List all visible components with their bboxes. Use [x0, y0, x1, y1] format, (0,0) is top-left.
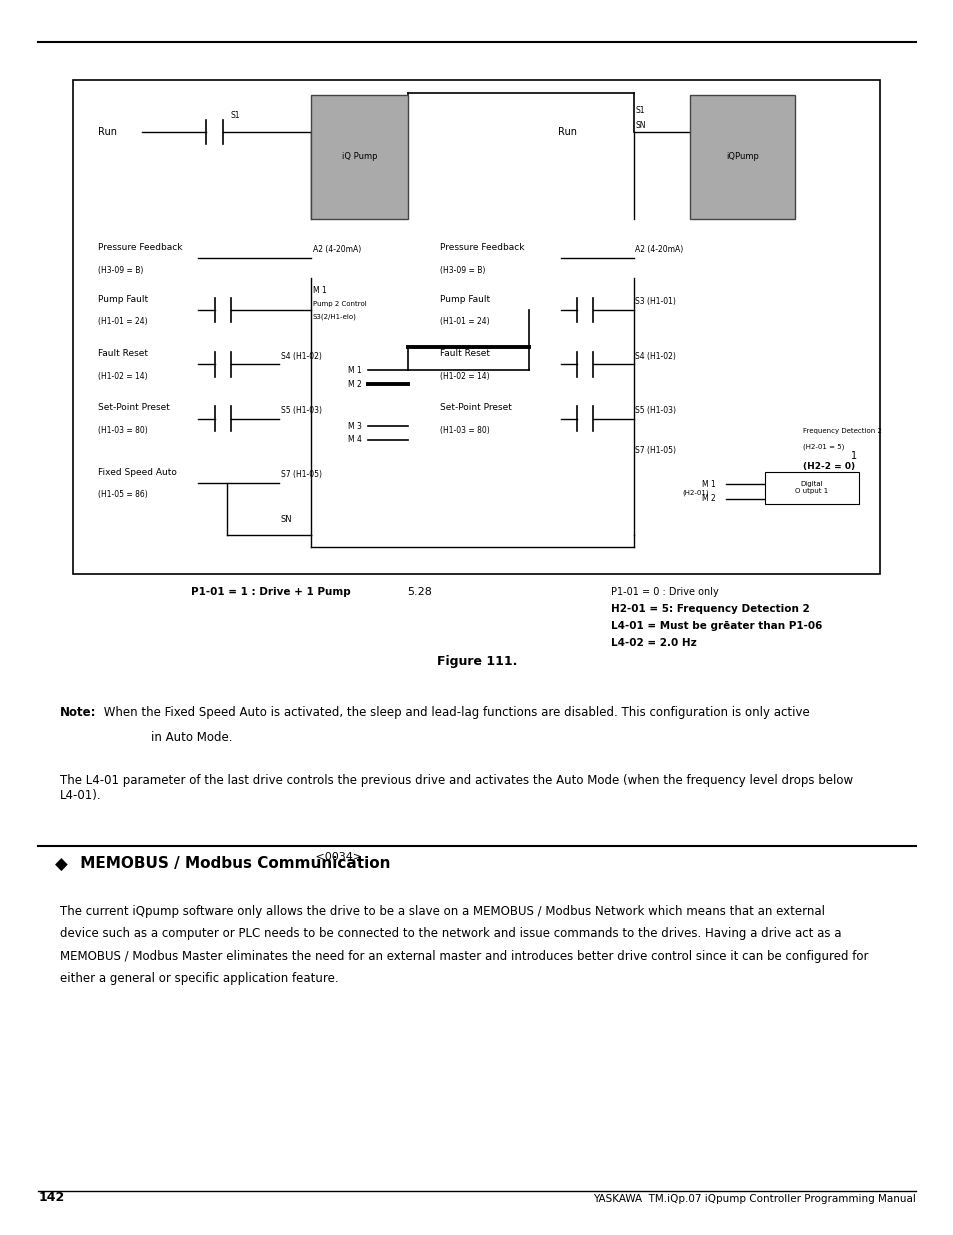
Text: S1: S1: [231, 111, 240, 120]
Text: S4 (H1-02): S4 (H1-02): [635, 352, 676, 361]
Text: 1: 1: [850, 451, 857, 461]
Text: Set-Point Preset: Set-Point Preset: [97, 404, 170, 412]
Text: SN: SN: [280, 515, 292, 525]
Text: (H1-02 = 14): (H1-02 = 14): [97, 372, 147, 380]
Text: M 3: M 3: [347, 421, 361, 431]
Text: MEMOBUS / Modbus Master eliminates the need for an external master and introduce: MEMOBUS / Modbus Master eliminates the n…: [60, 950, 867, 963]
Text: (H3-09 = B): (H3-09 = B): [439, 266, 485, 274]
Text: M 1: M 1: [313, 285, 326, 295]
Text: Pump Fault: Pump Fault: [439, 295, 490, 304]
Bar: [73, 80, 879, 574]
Text: (H1-03 = 80): (H1-03 = 80): [97, 426, 147, 435]
Text: S7 (H1-05): S7 (H1-05): [635, 447, 676, 456]
Text: S3(2/H1-elo): S3(2/H1-elo): [313, 314, 356, 320]
Bar: [764, 472, 859, 504]
Text: S3 (H1-01): S3 (H1-01): [635, 298, 676, 306]
Text: MEMOBUS / Modbus Communication: MEMOBUS / Modbus Communication: [75, 856, 391, 871]
Text: ◆: ◆: [55, 856, 68, 874]
Text: A2 (4-20mA): A2 (4-20mA): [635, 246, 683, 254]
Text: M 2: M 2: [701, 494, 716, 503]
Text: Pressure Feedback: Pressure Feedback: [97, 243, 182, 252]
Text: S1: S1: [635, 106, 644, 115]
Text: Digital
O utput 1: Digital O utput 1: [795, 482, 827, 494]
Text: in Auto Mode.: in Auto Mode.: [151, 731, 232, 745]
Bar: [311, 95, 408, 219]
Text: YASKAWA  TM.iQp.07 iQpump Controller Programming Manual: YASKAWA TM.iQp.07 iQpump Controller Prog…: [593, 1194, 915, 1204]
Text: S4 (H1-02): S4 (H1-02): [280, 352, 321, 361]
Text: device such as a computer or PLC needs to be connected to the network and issue : device such as a computer or PLC needs t…: [60, 927, 841, 941]
Text: M 4: M 4: [347, 436, 361, 445]
Text: S5 (H1-03): S5 (H1-03): [280, 406, 321, 415]
Text: either a general or specific application feature.: either a general or specific application…: [60, 972, 338, 986]
Text: Figure 111.: Figure 111.: [436, 655, 517, 668]
Text: (H1-01 = 24): (H1-01 = 24): [97, 317, 147, 326]
Text: Fixed Speed Auto: Fixed Speed Auto: [97, 468, 176, 477]
Text: L4-02 = 2.0 Hz: L4-02 = 2.0 Hz: [610, 638, 696, 648]
Text: iQPump: iQPump: [725, 152, 759, 162]
Text: (H2-01): (H2-01): [681, 489, 708, 496]
Text: Note:: Note:: [60, 706, 96, 720]
Text: S7 (H1-05): S7 (H1-05): [280, 471, 321, 479]
Text: (H1-01 = 24): (H1-01 = 24): [439, 317, 489, 326]
Text: Frequency Detection 2: Frequency Detection 2: [802, 429, 881, 433]
Text: Fault Reset: Fault Reset: [439, 350, 490, 358]
Text: <0034>: <0034>: [312, 852, 362, 862]
Text: (H1-05 = 86): (H1-05 = 86): [97, 490, 147, 499]
Text: P1-01 = 1 : Drive + 1 Pump: P1-01 = 1 : Drive + 1 Pump: [191, 587, 350, 597]
Text: P1-01 = 0 : Drive only: P1-01 = 0 : Drive only: [610, 587, 718, 597]
Text: Fault Reset: Fault Reset: [97, 350, 148, 358]
Text: 142: 142: [38, 1191, 65, 1204]
Text: When the Fixed Speed Auto is activated, the sleep and lead-lag functions are dis: When the Fixed Speed Auto is activated, …: [100, 706, 809, 720]
Text: M 1: M 1: [701, 480, 716, 489]
Text: (H1-03 = 80): (H1-03 = 80): [439, 426, 490, 435]
Text: H2-01 = 5: Frequency Detection 2: H2-01 = 5: Frequency Detection 2: [610, 604, 808, 614]
Text: Run: Run: [97, 127, 116, 137]
Text: Run: Run: [558, 127, 577, 137]
Text: (H1-02 = 14): (H1-02 = 14): [439, 372, 489, 380]
Text: M 1: M 1: [347, 366, 361, 374]
Bar: [689, 95, 794, 219]
Text: (H2-01 = 5): (H2-01 = 5): [802, 443, 843, 450]
Text: SN: SN: [635, 121, 645, 130]
Text: Pressure Feedback: Pressure Feedback: [439, 243, 524, 252]
Text: (H3-09 = B): (H3-09 = B): [97, 266, 143, 274]
Text: Pump Fault: Pump Fault: [97, 295, 148, 304]
Text: 5.28: 5.28: [407, 587, 432, 597]
Text: The current iQpump software only allows the drive to be a slave on a MEMOBUS / M: The current iQpump software only allows …: [60, 905, 824, 919]
Text: (H2-2 = 0): (H2-2 = 0): [802, 462, 854, 471]
Text: L4-01 = Must be grēater than P1-06: L4-01 = Must be grēater than P1-06: [610, 621, 821, 631]
Text: iQ Pump: iQ Pump: [341, 152, 377, 162]
Text: The L4-01 parameter of the last drive controls the previous drive and activates : The L4-01 parameter of the last drive co…: [60, 774, 852, 803]
Text: S5 (H1-03): S5 (H1-03): [635, 406, 676, 415]
Text: A2 (4-20mA): A2 (4-20mA): [313, 246, 361, 254]
Text: Pump 2 Control: Pump 2 Control: [313, 300, 366, 306]
Text: M 2: M 2: [347, 379, 361, 389]
Text: Set-Point Preset: Set-Point Preset: [439, 404, 512, 412]
